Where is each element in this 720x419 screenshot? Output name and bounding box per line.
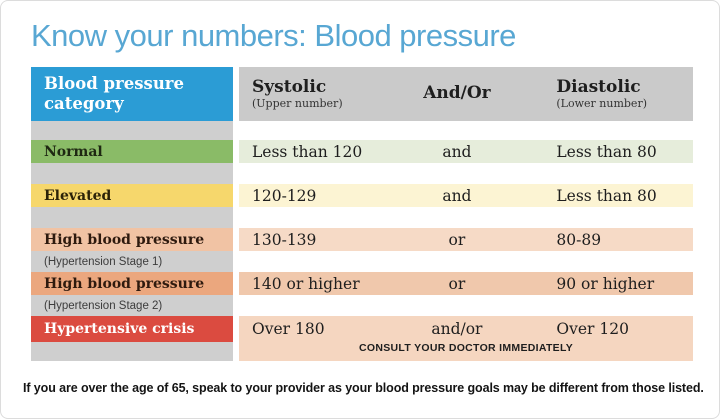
category-subtitle: (Hypertension Stage 1) [31,251,233,272]
header-category-cell: Blood pressure category [31,67,233,121]
category-label: Normal [44,143,103,160]
table-body: Normal Less than 120 and Less than 80 El… [31,121,693,361]
table-row: High blood pressure 130-139 or 80-89 [31,228,693,251]
row-spacer [31,207,693,228]
systolic-value: Less than 120 [252,142,363,161]
category-cell: Elevated [31,184,233,207]
connector-value: or [448,274,466,293]
header-connector-label: And/Or [423,83,491,104]
spacer-gray [31,207,233,228]
spacer-white [239,207,693,228]
spacer-white [239,121,693,140]
row-values: 120-129 and Less than 80 [239,184,693,207]
diastolic-value: 90 or higher [556,274,655,293]
systolic-value: 140 or higher [252,274,360,293]
row-values: Less than 120 and Less than 80 [239,140,693,163]
consult-doctor-note: CONSULT YOUR DOCTOR IMMEDIATELY [358,342,574,354]
connector-value: and [442,142,472,161]
subtitle-white [239,295,693,316]
table-header-row: Blood pressure category Systolic (Upper … [31,67,693,121]
spacer-gray [31,163,233,184]
row-subtitle: (Hypertension Stage 2) [31,295,693,316]
table-row: High blood pressure 140 or higher or 90 … [31,272,693,295]
spacer-gray [31,121,233,140]
category-label: Elevated [44,187,112,204]
diastolic-value: Over 120 [556,320,629,338]
connector-value: and [442,186,472,205]
category-gray-fill [31,342,233,361]
header-systolic-label: Systolic [252,76,327,97]
category-cell: Hypertensive crisis [31,316,233,361]
systolic-value: 120-129 [252,186,317,205]
row-values: 130-139 or 80-89 [239,228,693,251]
page-title: Know your numbers: Blood pressure [31,18,516,53]
subtitle-white [239,251,693,272]
connector-value: or [448,230,466,249]
diastolic-value: Less than 80 [556,186,657,205]
category-subtitle: (Hypertension Stage 2) [31,295,233,316]
category-cell: High blood pressure [31,228,233,251]
blood-pressure-table: Blood pressure category Systolic (Upper … [31,67,693,361]
header-diastolic-cell: Diastolic (Lower number) [511,76,693,111]
header-diastolic-label: Diastolic [556,76,641,97]
header-connector-cell: And/Or [402,84,511,104]
category-label: High blood pressure [44,275,205,292]
row-values: Over 180 and/or Over 120 CONSULT YOUR DO… [239,316,693,361]
diastolic-value: Less than 80 [556,142,657,161]
category-cell: High blood pressure [31,272,233,295]
row-spacer [31,163,693,184]
systolic-value: Over 180 [252,320,325,338]
header-category-label: Blood pressure category [44,74,185,113]
category-label: High blood pressure [44,231,205,248]
header-systolic-sublabel: (Upper number) [252,97,343,111]
spacer-white [239,163,693,184]
systolic-value: 130-139 [252,230,317,249]
table-row: Normal Less than 120 and Less than 80 [31,140,693,163]
header-diastolic-sublabel: (Lower number) [556,97,647,111]
header-systolic-cell: Systolic (Upper number) [239,76,402,111]
category-cell: Normal [31,140,233,163]
table-row: Elevated 120-129 and Less than 80 [31,184,693,207]
header-data-cells: Systolic (Upper number) And/Or Diastolic… [239,67,693,121]
diastolic-value: 80-89 [556,230,602,249]
footer-note: If you are over the age of 65, speak to … [23,381,704,395]
category-label: Hypertensive crisis [44,321,195,337]
table-row: Hypertensive crisis Over 180 and/or Over… [31,316,693,361]
row-values: 140 or higher or 90 or higher [239,272,693,295]
row-spacer [31,121,693,140]
connector-value: and/or [431,320,483,338]
row-subtitle: (Hypertension Stage 1) [31,251,693,272]
